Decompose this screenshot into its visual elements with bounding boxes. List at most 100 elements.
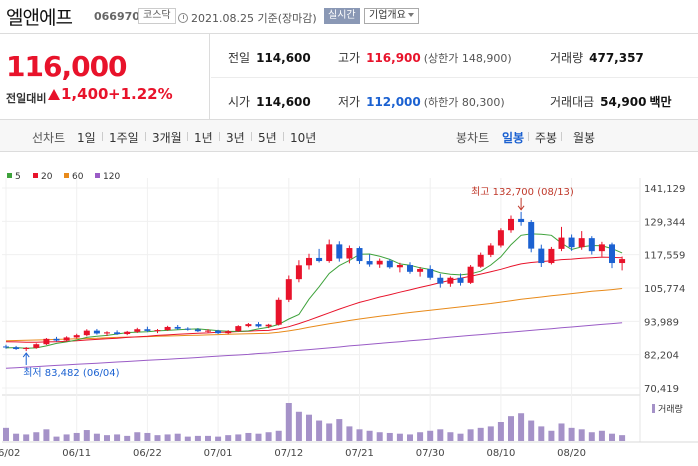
market-badge: 코스닥	[138, 8, 176, 24]
candle-body	[3, 346, 9, 348]
volume-bar	[497, 422, 504, 441]
ma60-line	[5, 288, 623, 342]
volume-bar	[477, 427, 484, 441]
x-tick-label: 08/20	[557, 448, 586, 459]
volume-bar	[73, 432, 80, 441]
day-low: 저가 112,000 (하한가 80,300)	[338, 93, 505, 110]
candle-body	[366, 261, 373, 265]
legend-ma60[interactable]: 60	[64, 172, 83, 182]
candle-body	[134, 329, 141, 332]
annotations: 최고 132,700 (08/13) 최저 83,482 (06/04)	[22, 186, 574, 379]
candle-body	[306, 257, 312, 266]
stock-code: 066970	[94, 10, 140, 23]
candle-weekly[interactable]: 주봉	[535, 131, 558, 145]
high-annotation: 최고 132,700 (08/13)	[471, 186, 574, 198]
legend-ma20[interactable]: 20	[33, 172, 52, 182]
legend-ma60-label: 60	[72, 172, 84, 182]
current-price-box: 116,000 전일대비 1,400 +1.22%	[0, 34, 210, 120]
quote-panel: 116,000 전일대비 1,400 +1.22% 전일 114,600 고가 11…	[0, 34, 698, 120]
volume-bar	[23, 434, 30, 441]
candle-body	[23, 347, 30, 350]
period-3y[interactable]: 3년	[226, 131, 245, 145]
candle-body	[558, 237, 565, 249]
legend-ma120[interactable]: 120	[95, 172, 120, 182]
candle-body	[275, 299, 282, 325]
legend-ma5[interactable]: 5	[7, 172, 21, 182]
change-value-text: 1,400	[61, 85, 109, 103]
quote-date-text: 2021.08.25 기준(장마감)	[191, 12, 317, 25]
candle-body	[588, 238, 595, 252]
volume-bar	[53, 436, 60, 441]
candle-body	[265, 324, 272, 327]
volume-bar	[144, 432, 151, 441]
period-divider	[251, 132, 252, 141]
period-divider	[283, 132, 284, 141]
volume-bar	[83, 430, 90, 441]
volume-bar	[205, 435, 211, 441]
y-axis-ticks: 141,129 129,344 117,559 105,774 93,989 82,204…	[644, 184, 685, 395]
period-divider	[102, 132, 103, 141]
ma5-line	[5, 233, 623, 349]
candle-body	[225, 331, 232, 334]
volume-bar	[427, 430, 434, 441]
candle-body	[164, 326, 171, 331]
candle-body	[376, 260, 383, 265]
candle-body	[124, 331, 131, 335]
x-tick-label: 06/02	[0, 448, 20, 459]
volume-bar	[93, 433, 100, 441]
period-1d[interactable]: 1일	[77, 131, 96, 145]
candle-body	[235, 326, 242, 332]
candle-body	[437, 277, 444, 284]
stock-name[interactable]: 엘앤에프	[6, 7, 73, 29]
candle-body	[487, 245, 494, 255]
period-10y[interactable]: 10년	[290, 131, 317, 145]
period-1y[interactable]: 1년	[194, 131, 213, 145]
candle-body	[316, 257, 323, 262]
candle-body	[285, 279, 292, 300]
candle-body	[508, 218, 514, 231]
period-5y[interactable]: 5년	[258, 131, 277, 145]
volume-bar	[336, 419, 343, 441]
candle-body	[477, 254, 484, 267]
volume-bar	[538, 426, 545, 441]
x-tick-label: 07/12	[274, 448, 303, 459]
legend-swatch	[64, 173, 69, 178]
candle-monthly[interactable]: 월봉	[573, 131, 596, 145]
candle-body	[609, 244, 615, 264]
candle-body	[457, 277, 464, 283]
candle-body	[619, 259, 626, 264]
candle-chart-label: 봉차트	[456, 131, 490, 145]
x-tick-label: 07/01	[204, 448, 233, 459]
realtime-button[interactable]: 실시간	[324, 8, 360, 24]
candle-body	[295, 265, 302, 280]
period-3m[interactable]: 3개월	[152, 131, 182, 145]
volume-bar	[295, 411, 302, 441]
day-low-label: 저가	[338, 95, 361, 109]
volume-bar	[437, 429, 444, 441]
current-price: 116,000	[6, 50, 128, 83]
day-high: 고가 116,900 (상한가 148,900)	[338, 49, 512, 66]
period-1w[interactable]: 1주일	[109, 131, 139, 145]
y-tick-label: 105,774	[644, 284, 685, 295]
volume-bar	[13, 433, 20, 441]
period-divider	[561, 132, 562, 141]
candle-body	[568, 237, 575, 248]
volume-bar	[366, 430, 373, 441]
line-chart-label: 선차트	[32, 131, 66, 145]
chart-period-bar: 선차트 1일 1주일 3개월 1년 3년 5년 10년 봉차트 일봉 주봉 월봉	[0, 120, 698, 152]
candle-body	[427, 268, 434, 278]
x-tick-label: 07/30	[416, 448, 445, 459]
high-arrow-head	[517, 205, 525, 211]
volume-bars	[3, 403, 626, 441]
volume-bar	[184, 436, 191, 441]
volume-bar	[487, 426, 494, 441]
day-high-label: 고가	[338, 51, 361, 65]
candle-daily[interactable]: 일봉	[502, 131, 525, 145]
volume-bar	[609, 433, 615, 441]
volume-bar	[316, 420, 323, 441]
candle-body	[538, 248, 545, 264]
company-overview-dropdown[interactable]: 기업개요	[364, 8, 419, 24]
candle-body	[598, 244, 605, 252]
trading-amount-label: 거래대금	[550, 95, 595, 109]
